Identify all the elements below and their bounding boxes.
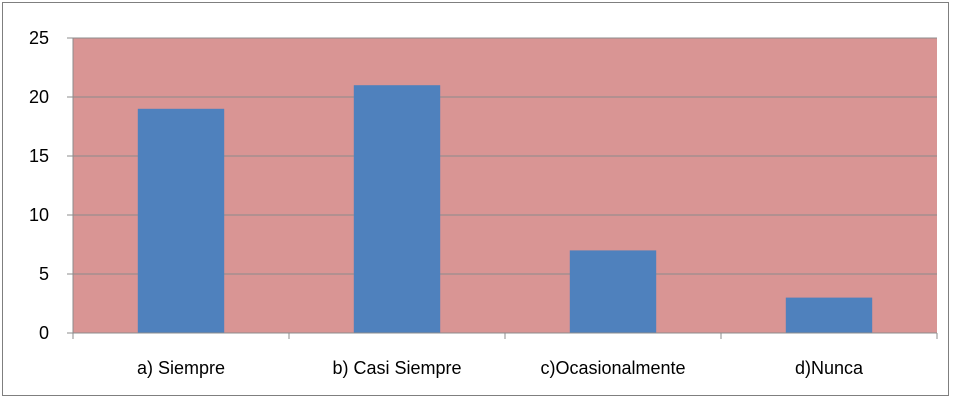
y-tick-label: 5 xyxy=(39,264,49,284)
bar xyxy=(353,85,441,333)
x-tick-label: d)Nunca xyxy=(795,358,864,378)
y-tick-label: 25 xyxy=(29,28,49,48)
x-tick-label: a) Siempre xyxy=(137,358,225,378)
y-tick-label: 15 xyxy=(29,146,49,166)
y-tick-label: 20 xyxy=(29,87,49,107)
x-tick-labels: a) Siempre b) Casi Siempre c)Ocasionalment… xyxy=(137,358,864,378)
bars xyxy=(137,85,873,333)
y-tick-label: 0 xyxy=(39,323,49,343)
bar xyxy=(569,250,657,333)
x-tick-label: b) Casi Siempre xyxy=(332,358,461,378)
bar xyxy=(137,108,225,333)
x-tick-label: c)Ocasionalmente xyxy=(540,358,685,378)
y-tick-label: 10 xyxy=(29,205,49,225)
axes xyxy=(67,37,938,339)
y-tick-labels: 0 5 10 15 20 25 xyxy=(29,28,49,343)
bar xyxy=(785,297,873,333)
